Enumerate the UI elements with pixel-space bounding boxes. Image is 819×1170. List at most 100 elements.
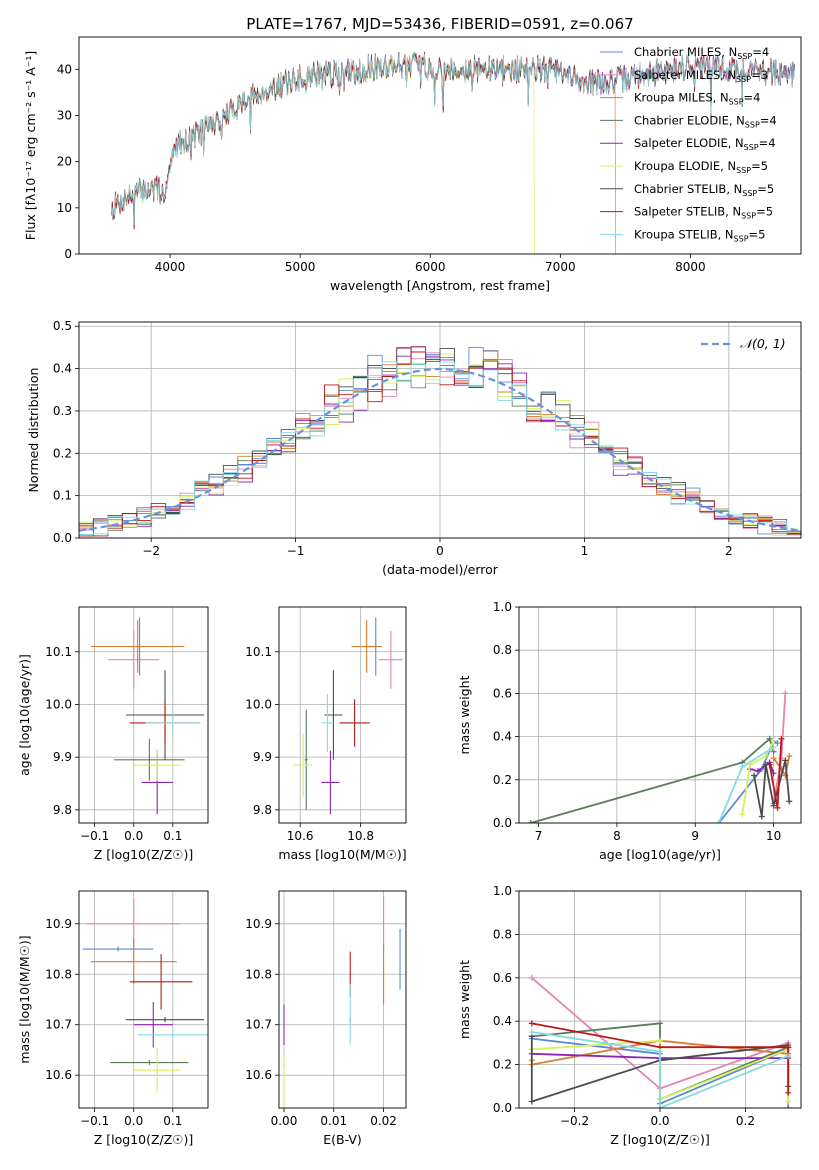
legend: Chabrier MILES, NSSP=4 Salpeter MILES, NS…	[600, 45, 777, 243]
weight-marker	[751, 772, 757, 779]
y-tick-label: 10.7	[45, 1018, 72, 1032]
x-tick-label: 1	[581, 544, 589, 558]
y-axis-label: mass weight	[457, 675, 472, 754]
y-tick-label: 40	[57, 62, 72, 76]
chart-panel-z-mass: −0.1 0.0 0.1 10.6 10.7 10.8 10.9 Z [log10(Z/Z☉)…	[17, 890, 209, 1147]
chart-panels: 4000 5000 6000 7000 8000010203040wavelength …	[17, 36, 802, 1147]
y-tick-label: 0.8	[493, 927, 512, 941]
x-tick-label: 6000	[415, 260, 446, 274]
y-axis-label: mass [log10(M/M☉)]	[17, 935, 32, 1063]
weight-marker	[715, 820, 722, 823]
weight-line-chabrier_stelib	[753, 760, 791, 817]
x-tick-label: −0.2	[560, 1114, 589, 1128]
weight-marker	[786, 753, 793, 760]
y-tick-label: 10.1	[245, 645, 272, 659]
x-tick-label: −0.1	[80, 829, 109, 843]
y-tick-label: 10	[57, 201, 72, 215]
legend-label: Chabrier MILES, NSSP=4	[634, 45, 769, 61]
weight-line-kroupa_miles	[772, 755, 791, 778]
axes-frame	[78, 890, 209, 1109]
weight-marker	[528, 1098, 535, 1105]
weight-marker	[739, 811, 746, 818]
y-tick-label: 9.8	[53, 803, 72, 817]
plot-area	[283, 896, 401, 1108]
y-tick-label: 0.4	[493, 730, 512, 744]
y-tick-label: 0.6	[493, 686, 512, 700]
x-tick-label: 9	[691, 829, 699, 843]
y-axis-label: age [log10(age/yr)]	[17, 654, 32, 776]
x-tick-label: 10.8	[347, 829, 374, 843]
y-tick-label: 9.9	[53, 750, 72, 764]
plot-area	[79, 346, 801, 537]
weight-marker	[785, 1105, 792, 1108]
legend-suffix: =5	[749, 227, 766, 241]
y-tick-label: 10.6	[45, 1068, 72, 1082]
legend-suffix: =4	[759, 136, 776, 150]
y-tick-label: 10.1	[45, 645, 72, 659]
weight-marker	[782, 690, 789, 697]
weight-marker	[778, 735, 785, 742]
gaussian-curve	[79, 367, 801, 532]
weight-marker	[785, 1052, 792, 1059]
x-tick-label: −2	[142, 544, 160, 558]
legend-label: Kroupa STELIB, NSSP=5	[634, 227, 765, 243]
weight-marker	[657, 1037, 663, 1044]
x-axis-label: Z [log10(Z/Z☉)]	[94, 1132, 194, 1147]
chart-panel-residuals: −2 −1 0 1 2 0.0 0.1 0.2 0.3 0.4 0.5 (data-model)/er…	[26, 319, 802, 577]
figure-title: PLATE=1767, MJD=53436, FIBERID=0591, z=0…	[246, 15, 633, 33]
x-axis-label: E(B-V)	[323, 1132, 362, 1147]
weight-marker	[785, 1098, 792, 1105]
y-tick-label: 0.2	[493, 773, 512, 787]
axes-frame	[78, 321, 802, 539]
legend-subscript: SSP	[742, 189, 757, 198]
legend-subscript: SSP	[745, 120, 760, 129]
weight-marker	[770, 802, 777, 809]
axes-frame	[518, 890, 802, 1109]
y-tick-label: 9.9	[253, 750, 272, 764]
legend-suffix: =5	[757, 182, 774, 196]
y-tick-label: 10.8	[245, 967, 272, 981]
x-axis-label: mass [log10(M/M☉)]	[278, 847, 406, 862]
weight-marker	[766, 735, 773, 742]
y-tick-label: 0.5	[53, 319, 72, 333]
x-tick-label: 0.00	[271, 1114, 298, 1128]
weight-marker	[527, 820, 534, 823]
weight-marker	[770, 755, 777, 762]
x-tick-label: 5000	[285, 260, 316, 274]
x-tick-label: −0.1	[80, 1114, 109, 1128]
plot-area	[90, 617, 205, 815]
x-tick-label: 4000	[155, 260, 186, 274]
y-tick-label: 0.8	[493, 643, 512, 657]
y-tick-label: 20	[57, 155, 72, 169]
y-tick-label: 0.0	[493, 1101, 512, 1115]
legend-label: Chabrier ELODIE, NSSP=4	[634, 113, 777, 129]
histogram-kroupa_stelib	[79, 361, 801, 536]
y-tick-label: 10.0	[45, 697, 72, 711]
x-axis-label: Z [log10(Z/Z☉)]	[610, 1132, 710, 1147]
histogram-salpeter_stelib	[79, 351, 801, 537]
chart-panel-ebv-mass: 0.00 0.01 0.02 10.6 10.7 10.8 10.9 E(B-V)	[245, 890, 407, 1147]
x-tick-label: 2	[725, 544, 733, 558]
plot-area	[82, 898, 208, 1093]
y-tick-label: 0.3	[53, 404, 72, 418]
plot-area	[528, 974, 792, 1108]
y-tick-label: 10.0	[245, 697, 272, 711]
weight-marker	[770, 744, 777, 751]
legend-subscript: SSP	[741, 212, 756, 221]
y-tick-label: 0.4	[493, 1014, 512, 1028]
weight-line-chabrier_miles	[718, 739, 778, 823]
y-tick-label: 10.6	[245, 1068, 272, 1082]
axes-frame	[78, 36, 802, 255]
x-tick-label: 10.6	[287, 829, 314, 843]
x-tick-label: −1	[287, 544, 305, 558]
legend-label: Chabrier STELIB, NSSP=5	[634, 182, 774, 198]
legend-label: Salpeter MILES, NSSP=3	[634, 68, 768, 84]
weight-marker	[657, 1020, 663, 1027]
x-tick-label: 10	[766, 829, 781, 843]
weight-marker	[782, 757, 789, 764]
x-tick-label: 8	[613, 829, 621, 843]
x-tick-label: 0.0	[124, 829, 143, 843]
legend-suffix: =3	[751, 68, 768, 82]
weight-marker	[754, 768, 761, 775]
